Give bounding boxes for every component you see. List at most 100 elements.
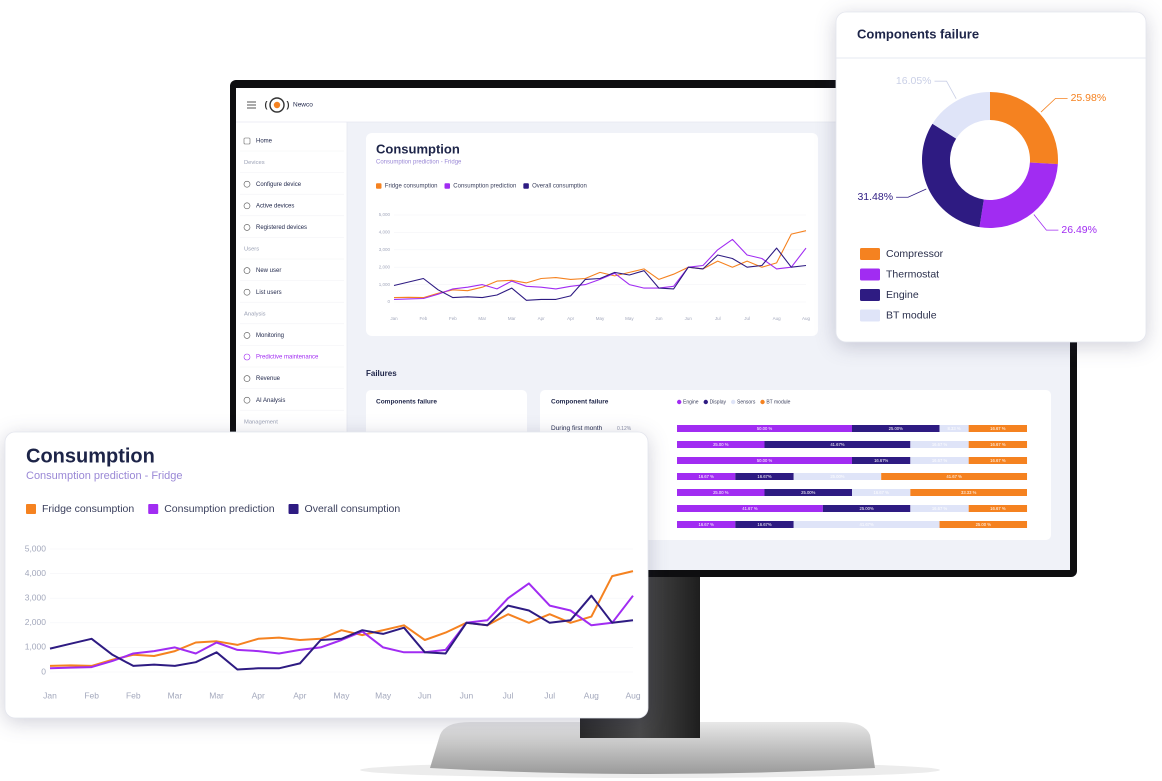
legend-swatch: [860, 268, 880, 281]
legend-swatch: [26, 504, 36, 514]
row-note: 0.12%: [617, 426, 632, 432]
legend-label: BT module: [766, 399, 790, 405]
bar-segment: [677, 473, 736, 480]
segment-label: 25.00%: [889, 426, 903, 431]
x-tick-label: May: [625, 316, 634, 321]
bar-segment: [793, 473, 882, 480]
x-tick-label: Mar: [209, 690, 224, 700]
donut-segment: [932, 92, 990, 139]
x-tick-label: Apr: [567, 316, 575, 321]
nav-item[interactable]: Predictive maintenance: [256, 355, 319, 361]
segment-label: 25.00 %: [713, 442, 729, 447]
line-series: [393, 247, 807, 301]
nav-item[interactable]: New user: [256, 268, 281, 274]
panel-title: Component failure: [551, 399, 609, 406]
segment-label: 16.67 %: [873, 490, 889, 495]
x-tick-label: Mar: [168, 690, 183, 700]
sidebar: Home Devices Configure device Active device…: [240, 137, 344, 433]
x-tick-label: Jun: [418, 690, 432, 700]
section-heading: Failures: [366, 369, 397, 378]
nav-item[interactable]: Active devices: [256, 203, 294, 209]
legend-dot: [760, 399, 765, 405]
bar-segment: [852, 425, 940, 432]
y-tick-label: 3,000: [379, 247, 391, 252]
x-tick-label: Jun: [685, 316, 693, 321]
legend-dot: [703, 399, 708, 405]
line-series: [49, 594, 634, 671]
x-tick-label: Feb: [449, 316, 457, 321]
bar-segment: [910, 457, 969, 464]
nav-item[interactable]: Revenue: [256, 376, 281, 382]
leader-line: [896, 188, 927, 198]
nav-icon: [243, 288, 251, 296]
consumption-chart: Fridge consumption Consumption prediction…: [25, 503, 641, 700]
line-series: [393, 230, 807, 299]
nav-icon: [243, 332, 251, 339]
x-tick-label: Aug: [584, 690, 599, 700]
x-tick-label: Jul: [544, 690, 555, 700]
row-label: During first month: [551, 425, 603, 432]
leader-line: [1040, 97, 1068, 113]
x-tick-label: Jun: [655, 316, 663, 321]
mini-consumption-chart: Fridge consumption Consumption prediction…: [376, 183, 810, 321]
legend-swatch: [148, 504, 159, 514]
bar-segment: [677, 457, 852, 464]
nav-item[interactable]: Configure device: [256, 182, 302, 188]
x-tick-label: Jul: [744, 316, 750, 321]
x-tick-label: Feb: [420, 316, 428, 321]
legend-swatch: [376, 183, 382, 189]
bar-segment: [968, 441, 1028, 448]
legend-label: Consumption prediction: [164, 503, 274, 515]
y-tick-label: 2,000: [379, 264, 391, 269]
nav-item[interactable]: List users: [256, 290, 282, 296]
nav-item[interactable]: Monitoring: [256, 333, 284, 339]
nav-item[interactable]: Registered devices: [256, 225, 307, 231]
x-tick-label: Jul: [715, 316, 721, 321]
donut-segment: [979, 162, 1058, 228]
y-tick-label: 4,000: [379, 230, 391, 235]
legend-swatch: [860, 309, 880, 322]
x-tick-label: May: [375, 690, 392, 700]
nav-icon: [243, 267, 251, 274]
segment-label: 16.67 %: [932, 458, 948, 463]
x-tick-label: Aug: [625, 690, 640, 700]
segment-label: 16.67%: [757, 474, 771, 479]
segment-label: 25.00 %: [976, 522, 992, 527]
bar-segment: [735, 473, 794, 480]
bar-segment: [677, 505, 823, 512]
line-series: [49, 570, 634, 667]
legend-swatch: [444, 183, 451, 189]
x-tick-label: Feb: [126, 690, 141, 700]
bar-segment: [910, 441, 969, 448]
legend-swatch: [523, 183, 529, 189]
nav-section: Management: [244, 419, 278, 425]
bar-segment: [968, 425, 1027, 432]
legend-label: Fridge consumption: [385, 184, 438, 190]
nav-item[interactable]: Home: [256, 139, 273, 145]
bar-segment: [822, 505, 911, 512]
bar-segment: [793, 521, 940, 528]
legend-dot: [730, 399, 736, 405]
consumption-card: [4, 431, 649, 719]
x-tick-label: Mar: [508, 316, 516, 321]
segment-label: 33.33 %: [961, 490, 977, 495]
legend-label: Thermostat: [886, 268, 939, 280]
nav-icon: [243, 202, 251, 210]
nav-item[interactable]: AI Analysis: [256, 398, 285, 404]
x-tick-label: Apr: [293, 690, 306, 700]
bar-segment: [852, 489, 911, 496]
legend-label: Compressor: [886, 248, 944, 260]
segment-label: 41.67 %: [946, 474, 962, 479]
x-tick-label: Feb: [84, 690, 99, 700]
donut-card: [835, 11, 1147, 343]
legend-label: Fridge consumption: [42, 503, 134, 515]
card-title: Consumption: [376, 141, 460, 156]
y-tick-label: 4,000: [25, 568, 47, 578]
x-tick-label: Mar: [478, 316, 486, 321]
donut-segment: [922, 123, 984, 228]
legend-dot: [677, 399, 682, 405]
bar-segment: [764, 489, 852, 496]
x-tick-label: Aug: [802, 316, 811, 321]
brand: Newco: [293, 102, 313, 109]
bar-segment: [735, 521, 794, 528]
